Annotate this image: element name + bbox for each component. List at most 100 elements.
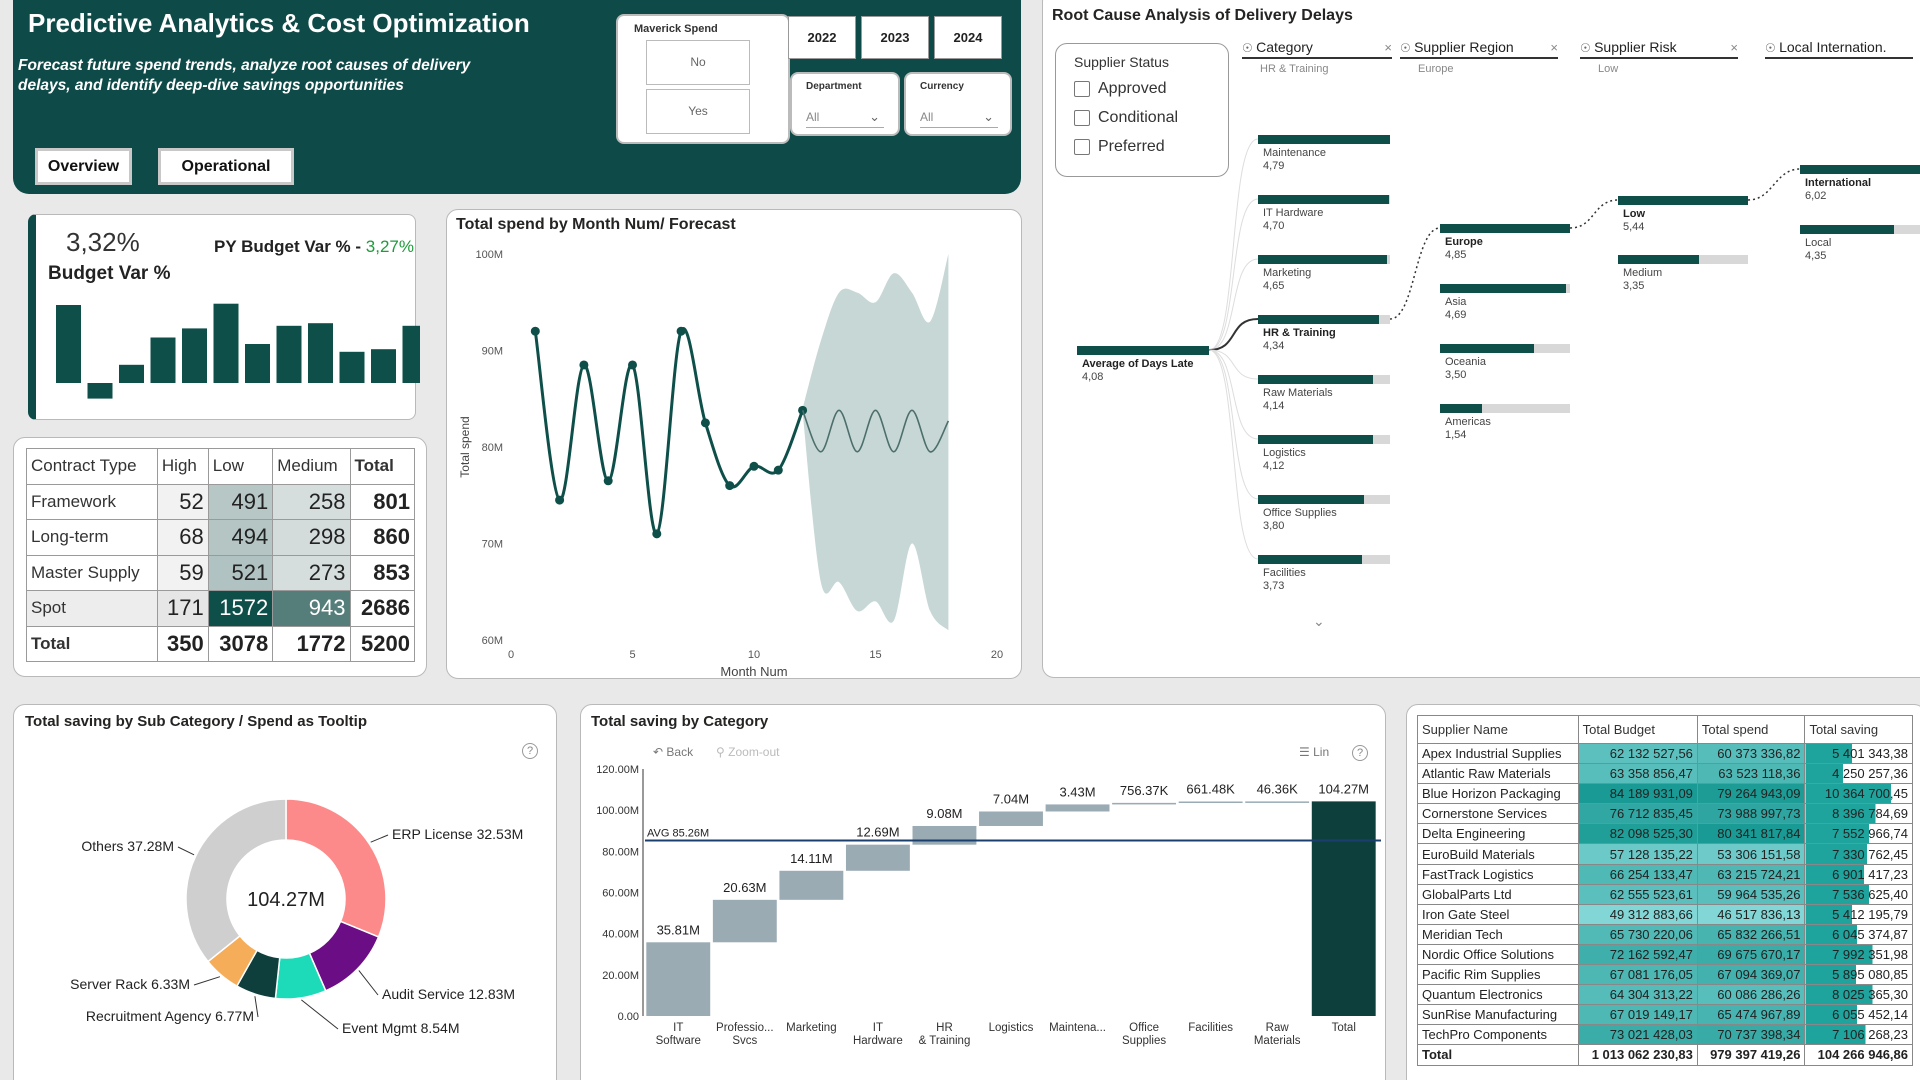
supplier-row[interactable]: Pacific Rim Supplies 67 081 176,05 67 094 … (1417, 964, 1913, 986)
maverick-no-option[interactable]: No (646, 40, 750, 85)
tree-root-node-bar[interactable] (1077, 346, 1209, 355)
matrix-cell: 853 (349, 554, 416, 591)
spend-forecast-chart[interactable]: 60M 70M 80M 90M 100M 0 5 10 15 20 Month Num Total s… (447, 240, 1021, 678)
supplier-column-header[interactable]: Total spend (1696, 715, 1806, 744)
supplier-row[interactable]: Meridian Tech 65 730 220,06 65 832 266,51 6… (1417, 923, 1913, 945)
tree-risk-node-label: Medium 3,35 (1623, 267, 1662, 293)
tree-category-node-bar[interactable] (1258, 555, 1390, 564)
tree-level-header[interactable]: ☉ Local Internation. (1765, 39, 1913, 59)
year-2022-button[interactable]: 2022 (788, 16, 856, 59)
supplier-row[interactable]: GlobalParts Ltd 62 555 523,61 59 964 535,2… (1417, 883, 1913, 905)
supplier-column-header[interactable]: Supplier Name (1417, 715, 1579, 744)
saving-subcategory-title: Total saving by Sub Category / Spend as … (25, 713, 367, 730)
supplier-row[interactable]: Delta Engineering 82 098 525,30 80 341 817… (1417, 823, 1913, 845)
tree-connector (1208, 318, 1259, 351)
supplier-row[interactable]: Atlantic Raw Materials 63 358 856,47 63 52… (1417, 763, 1913, 785)
supplier-row[interactable]: Apex Industrial Supplies 62 132 527,56 60 … (1417, 742, 1913, 765)
supplier-row[interactable]: Cornerstone Services 76 712 835,45 73 988 … (1417, 803, 1913, 825)
spend-point (725, 481, 735, 491)
zoom-out-button[interactable]: ⚲ Zoom-out (716, 745, 780, 759)
zoom-out-label: Zoom-out (728, 745, 780, 759)
tree-category-node-value: 4,65 (1263, 280, 1285, 292)
tree-region-node-bar[interactable] (1440, 224, 1570, 233)
tree-category-node-bar[interactable] (1258, 435, 1390, 444)
tree-risk-node-bar[interactable] (1618, 255, 1748, 264)
supplier-column-header[interactable]: Total saving (1804, 715, 1913, 744)
tree-category-node-bar[interactable] (1258, 375, 1390, 384)
supplier-value-cell: 7 552 966,74 (1804, 823, 1913, 845)
matrix-column-header[interactable]: Total (349, 448, 416, 485)
tree-category-node-bar[interactable] (1258, 195, 1390, 204)
tree-category-node-bar[interactable] (1258, 495, 1390, 504)
supplier-row[interactable]: Nordic Office Solutions 72 162 592,47 69 6… (1417, 943, 1913, 966)
supplier-value-cell: 70 737 398,34 (1696, 1024, 1806, 1046)
tree-locality-node-bar[interactable] (1800, 165, 1920, 174)
waterfall-value-label: 661.48K (1186, 782, 1235, 797)
status-conditional-checkbox[interactable]: Conditional (1074, 103, 1210, 132)
status-preferred-checkbox[interactable]: Preferred (1074, 132, 1210, 161)
chevron-down-icon[interactable]: ⌄ (1313, 613, 1325, 629)
tree-region-node-bar[interactable] (1440, 284, 1570, 293)
waterfall-bar (1311, 801, 1376, 1016)
tree-region-node-bar[interactable] (1440, 404, 1570, 413)
matrix-column-header[interactable]: Medium (272, 448, 351, 485)
tree-level-header[interactable]: ☉ Supplier Risk × (1580, 39, 1738, 59)
supplier-row[interactable]: Blue Horizon Packaging 84 189 931,09 79 26… (1417, 783, 1913, 805)
close-icon[interactable]: × (1550, 40, 1558, 55)
supplier-row[interactable]: FastTrack Logistics 66 254 133,47 63 215 7… (1417, 863, 1913, 885)
status-approved-checkbox[interactable]: Approved (1074, 74, 1210, 103)
tree-region-node-name: Asia (1445, 296, 1467, 308)
supplier-row[interactable]: SunRise Manufacturing 67 019 149,17 65 474… (1417, 1004, 1913, 1026)
tree-category-node-bar[interactable] (1258, 135, 1390, 144)
saving-donut-chart[interactable]: 104.27M ERP License 32.53M Audit Service 1… (14, 705, 558, 1080)
matrix-row-header[interactable]: Total (26, 625, 158, 662)
tree-region-node-value: 1,54 (1445, 429, 1467, 441)
year-2023-button[interactable]: 2023 (861, 16, 929, 59)
tree-region-node-bar[interactable] (1440, 344, 1570, 353)
tree-category-node-bar[interactable] (1258, 315, 1390, 324)
matrix-row-header[interactable]: Framework (26, 483, 158, 520)
lightbulb-icon: ☉ (1400, 41, 1415, 55)
matrix-cell: 943 (272, 590, 351, 627)
tree-category-node-name: Maintenance (1263, 147, 1326, 159)
tree-region-node-value: 4,85 (1445, 249, 1467, 261)
tree-risk-node-fill (1618, 255, 1699, 264)
matrix-column-header[interactable]: Contract Type (26, 448, 158, 485)
forecast-line (801, 409, 950, 453)
matrix-column-header[interactable]: Low (207, 448, 274, 485)
maverick-yes-option[interactable]: Yes (646, 89, 750, 134)
supplier-row[interactable]: EuroBuild Materials 57 128 135,22 53 306 1… (1417, 843, 1913, 865)
matrix-row-header[interactable]: Spot (26, 590, 158, 627)
currency-dropdown[interactable]: All ⌄ (920, 106, 998, 128)
matrix-column-header[interactable]: High (156, 448, 209, 485)
tree-category-node-fill (1258, 315, 1380, 324)
nav-operational-button[interactable]: Operational (158, 148, 294, 185)
matrix-row-header[interactable]: Long-term (26, 519, 158, 556)
supplier-row[interactable]: TechPro Components 73 021 428,03 70 737 39… (1417, 1024, 1913, 1046)
supplier-row[interactable]: Quantum Electronics 64 304 313,22 60 086 2… (1417, 984, 1913, 1006)
lightbulb-icon: ☉ (1765, 41, 1780, 55)
nav-overview-button[interactable]: Overview (35, 148, 132, 185)
linear-scale-button[interactable]: ☰ Lin (1299, 745, 1329, 759)
tree-level-header[interactable]: ☉ Supplier Region × (1400, 39, 1558, 59)
close-icon[interactable]: × (1384, 40, 1392, 55)
y-tick-label: 80M (482, 442, 503, 454)
matrix-row-header[interactable]: Master Supply (26, 554, 158, 591)
matrix-cell: 5200 (349, 625, 416, 662)
close-icon[interactable]: × (1730, 40, 1738, 55)
department-dropdown[interactable]: All ⌄ (806, 106, 884, 128)
back-button[interactable]: ↶ Back (653, 745, 693, 759)
tree-category-node-bar[interactable] (1258, 255, 1390, 264)
saving-waterfall-chart[interactable]: 0.00 20.00M 40.00M 60.00M 80.00M 100.00M 120.0… (581, 705, 1387, 1080)
supplier-row[interactable]: Iron Gate Steel 49 312 883,66 46 517 836,1… (1417, 903, 1913, 925)
year-2024-button[interactable]: 2024 (934, 16, 1002, 59)
tree-locality-node-bar[interactable] (1800, 225, 1920, 234)
tree-risk-node-bar[interactable] (1618, 196, 1748, 205)
help-icon[interactable]: ? (522, 743, 538, 759)
supplier-column-header[interactable]: Total Budget (1577, 715, 1698, 744)
tree-level-header[interactable]: ☉ Category × (1242, 39, 1392, 59)
matrix-row: Spot 171 1572 943 2686 (26, 590, 416, 627)
help-icon[interactable]: ? (1352, 745, 1368, 761)
matrix-cell: 3078 (207, 625, 274, 662)
supplier-value-cell: 76 712 835,45 (1577, 803, 1698, 825)
